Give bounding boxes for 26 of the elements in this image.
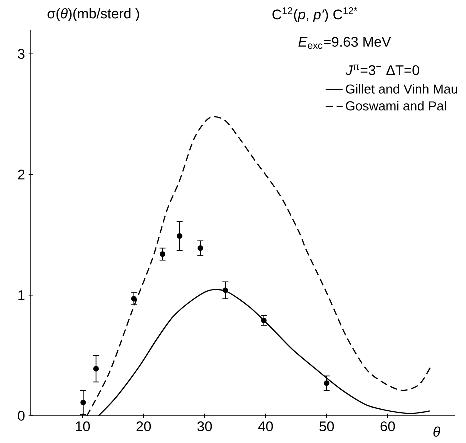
y-tick-label: 0 — [18, 411, 25, 421]
x-tick-label: 40 — [258, 422, 274, 432]
y-axis-title: σ(θ)(mb/sterd ) — [48, 8, 140, 22]
x-tick-label: 50 — [320, 422, 334, 432]
point — [261, 318, 267, 324]
x-tick-label: 30 — [198, 422, 212, 432]
x-axis-title: θ — [434, 426, 440, 437]
legend-label: Goswami and Pal — [346, 101, 446, 111]
point — [198, 246, 204, 252]
x-tick-label: 20 — [136, 422, 152, 432]
point — [324, 380, 330, 386]
annotation: J$^{π}$=3$^{−}$ ΔT=0 — [346, 64, 420, 76]
y-tick-label: 3 — [18, 49, 25, 60]
point — [160, 252, 166, 258]
chart-subtitle: E$_{exc}$=9.63 MeV — [298, 37, 392, 50]
point — [222, 288, 228, 294]
point — [131, 296, 137, 302]
y-tick-label: 2 — [18, 170, 25, 180]
point — [93, 366, 100, 372]
y-tick-label: 1 — [18, 290, 25, 300]
x-tick-label: 60 — [380, 422, 396, 432]
point — [177, 233, 183, 240]
point — [80, 400, 86, 406]
legend-label: Gillet and Vinh Mau — [346, 84, 458, 94]
chart-title: C$^{12}$(p, p') C$^{12*}$ — [272, 7, 358, 22]
x-tick-label: 10 — [76, 422, 90, 432]
